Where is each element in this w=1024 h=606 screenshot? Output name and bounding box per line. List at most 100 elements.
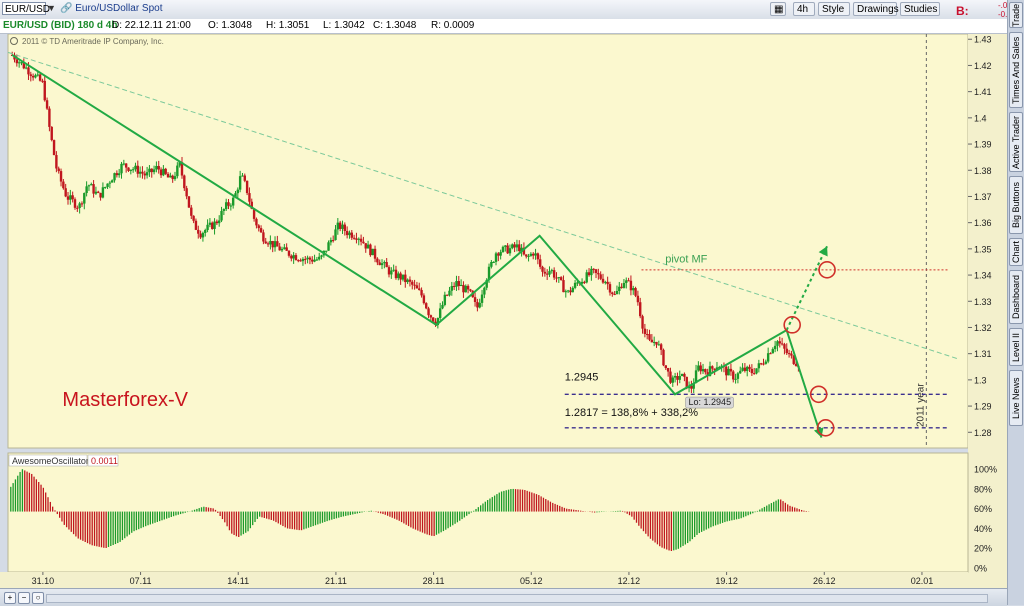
candle-body: [557, 277, 561, 279]
candle-body: [97, 191, 100, 193]
candle-body: [59, 171, 63, 182]
side-tab-active-trader[interactable]: Active Trader: [1009, 112, 1023, 172]
candle-body: [441, 304, 444, 309]
candle-body: [120, 163, 123, 174]
candle-body: [694, 370, 698, 383]
period-button[interactable]: 4h: [793, 2, 815, 16]
grid-toggle-button[interactable]: ▦: [770, 2, 786, 16]
zoom-out-icon[interactable]: −: [18, 592, 30, 604]
symbol-input[interactable]: EUR/USD: [2, 2, 50, 15]
candle-body: [492, 261, 495, 263]
candle-body: [266, 243, 270, 245]
open-readout: O: 1.3048: [208, 20, 252, 31]
candle-body: [573, 282, 577, 288]
x-tick-label: 28.11: [423, 576, 445, 586]
candle-body: [376, 258, 379, 263]
x-tick-label: 19.12: [715, 576, 738, 586]
side-tab-live-news[interactable]: Live News: [1009, 370, 1023, 426]
candle-body: [87, 185, 91, 187]
candle-body: [411, 281, 414, 285]
candle-body: [331, 240, 335, 242]
candle-body: [176, 165, 179, 177]
candle-body: [55, 155, 58, 169]
candle-body: [746, 366, 749, 371]
close-readout: C: 1.3048: [373, 20, 417, 31]
candle-body: [180, 162, 184, 176]
pivot-label: pivot MF: [665, 253, 707, 265]
oscillator-title-box: [8, 454, 88, 467]
candle-body: [636, 295, 640, 303]
candle-body: [399, 273, 402, 280]
candle-body: [741, 367, 744, 371]
candle-body: [490, 262, 493, 267]
style-button[interactable]: Style: [818, 2, 850, 16]
side-tab-big-buttons[interactable]: Big Buttons: [1009, 176, 1023, 234]
candle-body: [378, 262, 381, 266]
y-tick-label: 1.36: [974, 218, 992, 228]
horizontal-scrollbar[interactable]: [46, 594, 988, 603]
price-chart-panel: 1.43 1.42 1.41 1.4 1.39 1.38 1.37 1.36 1.35 1.34 1…: [7, 33, 1007, 588]
candle-body: [518, 244, 521, 251]
side-tab-level-ii[interactable]: Level II: [1009, 328, 1023, 366]
candle-body: [199, 233, 202, 238]
candle-body: [469, 289, 472, 291]
candle-body: [308, 257, 312, 260]
candle-body: [157, 165, 160, 170]
candle-body: [297, 260, 300, 262]
candle-body: [501, 246, 505, 252]
candle-body: [655, 341, 658, 345]
candle-body: [678, 376, 681, 380]
candle-body: [243, 175, 246, 181]
zoom-in-icon[interactable]: +: [4, 592, 16, 604]
high-readout: H: 1.3051: [266, 20, 310, 31]
candle-body: [271, 240, 274, 248]
candle-body: [257, 225, 260, 229]
candle-body: [634, 288, 637, 296]
candle-body: [173, 176, 177, 180]
candle-body: [148, 168, 151, 173]
candle-body: [341, 224, 344, 229]
side-tab-chart[interactable]: Chart: [1009, 238, 1023, 266]
candle-body: [657, 344, 661, 346]
candle-body: [229, 205, 233, 207]
candle-body: [336, 222, 340, 230]
candle-body: [587, 272, 591, 276]
candle-body: [680, 373, 684, 377]
side-tab-dashboard[interactable]: Dashboard: [1009, 270, 1023, 324]
side-tab-times-and-sales[interactable]: Times And Sales: [1009, 32, 1023, 108]
candle-body: [762, 363, 765, 365]
candle-body: [285, 247, 288, 251]
candle-body: [739, 370, 742, 374]
candle-body: [211, 222, 214, 229]
candle-body: [313, 259, 316, 262]
drawings-button[interactable]: Drawings: [853, 2, 899, 16]
candle-body: [415, 285, 419, 289]
y-tick-label: 1.28: [974, 428, 992, 438]
candle-body: [704, 369, 707, 373]
candle-body: [780, 343, 784, 345]
candle-body: [734, 378, 737, 380]
candle-body: [241, 175, 244, 177]
candle-body: [736, 373, 740, 379]
candle-body: [727, 368, 730, 376]
link-icon: 🔗: [60, 3, 73, 14]
candle-body: [273, 241, 277, 248]
candle-body: [448, 290, 451, 296]
candle-body: [224, 202, 228, 210]
ohlc-info-bar: EUR/USD (BID) 180 d 4h D: 22.12.11 21:00…: [0, 19, 1007, 34]
candle-body: [783, 344, 786, 349]
candle-body: [408, 279, 412, 282]
candle-body: [645, 334, 649, 336]
date-readout: D: 22.12.11 21:00: [112, 20, 191, 31]
oscillator-y-label: 80%: [974, 484, 992, 494]
candle-body: [262, 232, 265, 242]
reset-zoom-icon[interactable]: ○: [32, 592, 44, 604]
studies-button[interactable]: Studies: [900, 2, 940, 16]
x-tick-label: 02.01: [911, 576, 934, 586]
chevron-down-icon[interactable]: ▼: [47, 3, 56, 13]
side-tab-trade[interactable]: Trade: [1009, 2, 1023, 28]
candle-body: [345, 230, 349, 236]
candle-body: [83, 193, 86, 204]
candle-body: [529, 253, 533, 256]
candle-body: [608, 284, 612, 293]
